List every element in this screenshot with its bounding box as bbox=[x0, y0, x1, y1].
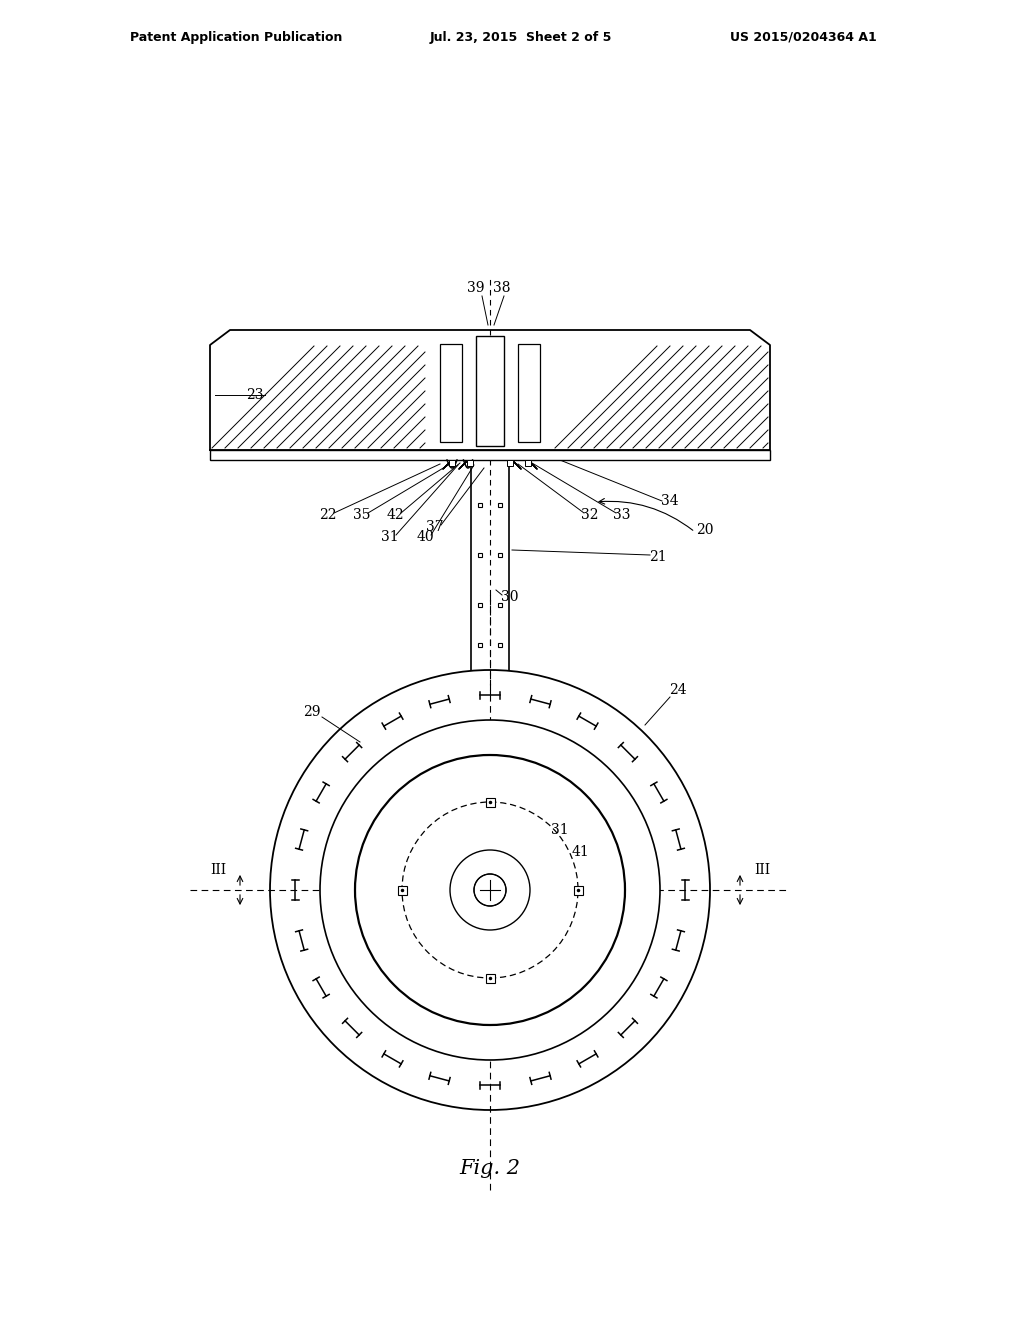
Text: US 2015/0204364 A1: US 2015/0204364 A1 bbox=[730, 30, 877, 44]
Text: 39: 39 bbox=[467, 281, 484, 294]
Text: 35: 35 bbox=[353, 508, 371, 521]
Bar bbox=[485, 797, 495, 807]
Text: 37: 37 bbox=[426, 520, 443, 535]
Circle shape bbox=[270, 671, 710, 1110]
Polygon shape bbox=[210, 330, 770, 450]
Text: 32: 32 bbox=[582, 508, 599, 521]
Text: 41: 41 bbox=[571, 845, 589, 859]
Text: 38: 38 bbox=[494, 281, 511, 294]
Text: Fig. 2: Fig. 2 bbox=[460, 1159, 520, 1177]
Text: 30: 30 bbox=[502, 590, 519, 605]
Bar bbox=[485, 974, 495, 982]
Text: Fig. 3: Fig. 3 bbox=[460, 722, 520, 742]
Text: Patent Application Publication: Patent Application Publication bbox=[130, 30, 342, 44]
Circle shape bbox=[319, 719, 660, 1060]
Text: Jul. 23, 2015  Sheet 2 of 5: Jul. 23, 2015 Sheet 2 of 5 bbox=[430, 30, 612, 44]
Bar bbox=[210, 450, 770, 459]
Circle shape bbox=[402, 803, 578, 978]
Text: III: III bbox=[210, 863, 226, 876]
Bar bbox=[449, 459, 455, 466]
Bar bbox=[525, 459, 531, 466]
Text: 21: 21 bbox=[649, 550, 667, 564]
Text: 31: 31 bbox=[381, 531, 398, 544]
Text: 34: 34 bbox=[662, 494, 679, 508]
Text: 29: 29 bbox=[303, 705, 321, 719]
Bar bbox=[573, 886, 583, 895]
Text: 24: 24 bbox=[670, 682, 687, 697]
Bar bbox=[518, 345, 540, 442]
Text: 40: 40 bbox=[416, 531, 434, 544]
Bar bbox=[476, 337, 504, 446]
Bar bbox=[507, 459, 513, 466]
Text: 33: 33 bbox=[613, 508, 631, 521]
Bar bbox=[471, 450, 509, 680]
Text: III: III bbox=[754, 863, 770, 876]
Text: 42: 42 bbox=[386, 508, 403, 521]
Bar bbox=[440, 345, 462, 442]
Text: 23: 23 bbox=[246, 388, 264, 403]
Bar bbox=[397, 886, 407, 895]
Text: 31: 31 bbox=[551, 822, 568, 837]
Bar bbox=[467, 459, 473, 466]
Circle shape bbox=[355, 755, 625, 1026]
Circle shape bbox=[450, 850, 530, 931]
Text: 20: 20 bbox=[696, 523, 714, 537]
Circle shape bbox=[474, 874, 506, 906]
Text: 22: 22 bbox=[319, 508, 337, 521]
